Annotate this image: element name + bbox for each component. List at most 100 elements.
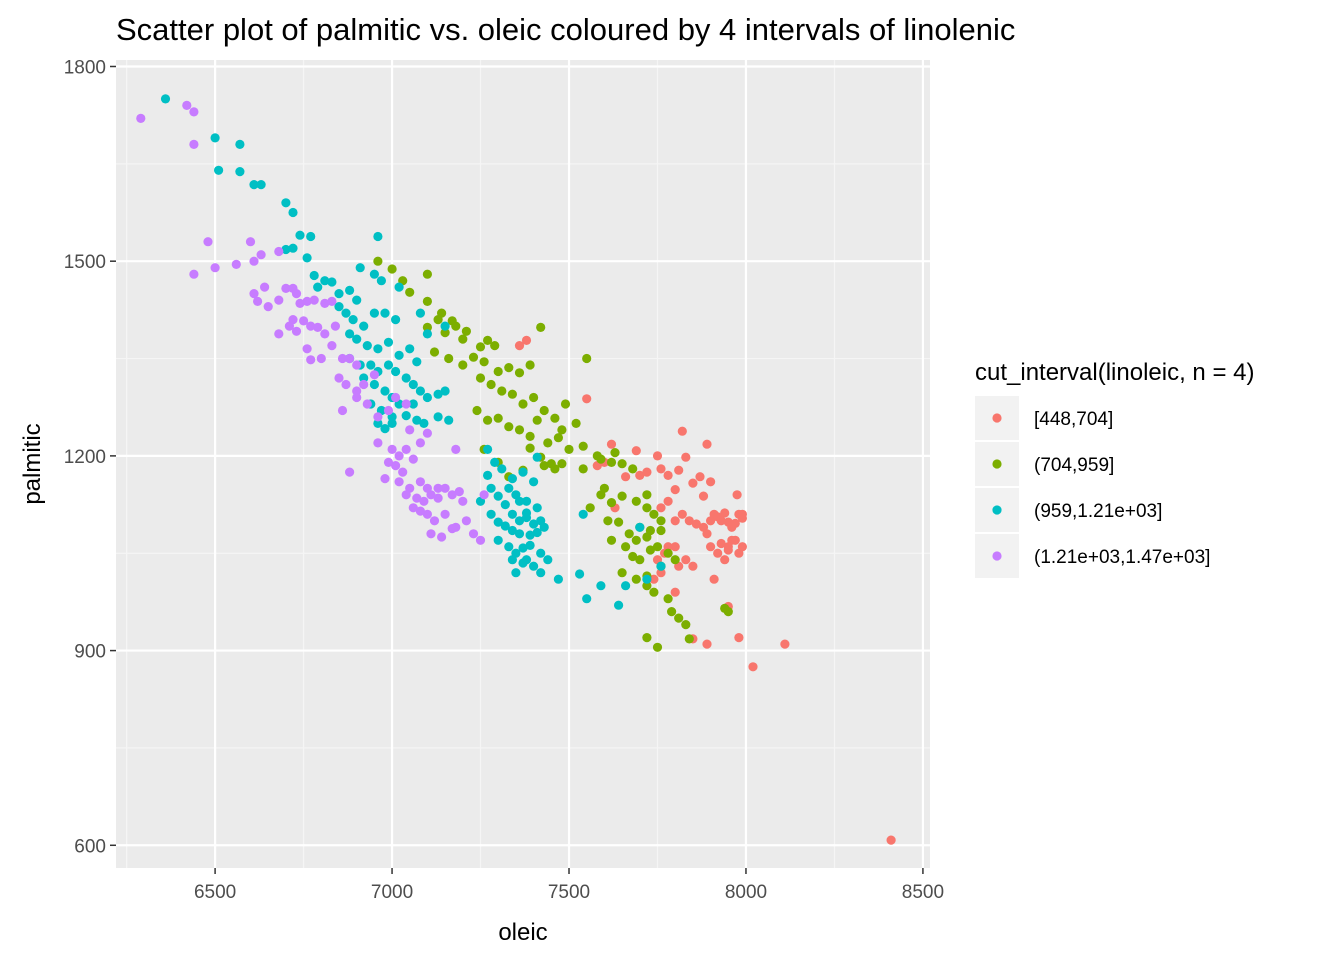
data-point — [373, 256, 383, 266]
data-point — [345, 353, 355, 364]
legend-key-point — [992, 505, 1002, 515]
plot-panel — [116, 60, 930, 868]
data-point — [352, 386, 362, 396]
data-point — [472, 405, 482, 416]
data-point — [493, 517, 503, 527]
data-point — [440, 328, 450, 338]
data-point — [539, 405, 549, 416]
data-point — [249, 180, 259, 190]
data-point — [295, 298, 305, 308]
data-point — [419, 418, 429, 428]
y-tick-label: 1800 — [64, 57, 106, 78]
data-point — [451, 444, 461, 454]
data-point — [337, 353, 348, 364]
data-point — [631, 535, 641, 545]
data-point — [617, 459, 627, 469]
data-point — [295, 230, 305, 240]
data-point — [706, 477, 716, 487]
data-point — [688, 478, 698, 488]
data-point — [557, 425, 567, 435]
data-point — [688, 561, 698, 571]
data-point — [557, 459, 567, 469]
data-point — [274, 246, 284, 257]
data-point — [732, 490, 742, 500]
data-point — [341, 379, 351, 390]
data-point — [663, 542, 673, 552]
data-point — [422, 269, 432, 279]
data-point — [514, 425, 525, 435]
data-point — [210, 133, 220, 143]
data-point — [582, 594, 592, 604]
data-point — [507, 389, 517, 399]
data-point — [231, 259, 241, 269]
x-axis: 6500 7000 7500 8000 8500 — [194, 868, 944, 903]
data-point — [596, 490, 606, 500]
data-point — [571, 418, 581, 428]
data-point — [706, 542, 716, 552]
data-point — [681, 555, 691, 565]
data-point — [330, 321, 340, 331]
data-point — [737, 542, 748, 552]
legend-keys: [448,704] (704,959] (959,1.21e+03] (1.21e+0… — [975, 396, 1210, 578]
data-point — [327, 277, 337, 287]
data-point — [748, 662, 758, 672]
data-point — [642, 467, 652, 477]
data-point — [670, 587, 680, 597]
data-point — [256, 180, 266, 190]
data-point — [635, 555, 645, 565]
data-point — [309, 295, 319, 305]
data-point — [387, 444, 397, 454]
data-point — [702, 639, 712, 649]
data-point — [518, 399, 528, 409]
data-point — [334, 302, 344, 312]
data-point — [359, 321, 369, 331]
data-point — [514, 529, 525, 539]
data-point — [288, 207, 298, 218]
data-point — [440, 386, 450, 396]
data-point — [493, 366, 503, 377]
data-point — [596, 581, 606, 591]
data-point — [429, 516, 440, 526]
data-point — [529, 477, 539, 487]
data-point — [334, 289, 344, 299]
data-point — [380, 386, 390, 396]
data-point — [203, 237, 213, 247]
data-point — [422, 322, 432, 332]
data-point — [483, 444, 493, 454]
data-point — [543, 555, 553, 565]
data-point — [596, 454, 606, 464]
data-point — [529, 561, 539, 571]
data-point — [504, 363, 514, 373]
data-point — [603, 516, 613, 526]
data-point — [479, 490, 489, 500]
data-point — [468, 352, 479, 362]
data-point — [260, 282, 270, 292]
data-point — [320, 329, 330, 339]
data-point — [514, 496, 525, 506]
data-point — [521, 555, 532, 565]
data-point — [306, 231, 316, 242]
data-point — [656, 561, 666, 571]
legend-label: (1.21e+03,1.47e+03] — [1034, 547, 1210, 568]
data-point — [408, 454, 418, 464]
data-point — [886, 835, 896, 845]
data-point — [677, 426, 687, 436]
data-point — [670, 542, 680, 552]
data-point — [401, 411, 411, 421]
data-point — [440, 509, 450, 519]
data-point — [525, 530, 535, 540]
data-point — [291, 326, 302, 336]
data-point — [422, 392, 432, 403]
data-point — [433, 389, 443, 399]
data-point — [274, 295, 284, 305]
data-point — [737, 509, 748, 519]
data-point — [617, 491, 627, 501]
x-axis-label: oleic — [498, 919, 547, 946]
data-point — [723, 545, 733, 555]
data-point — [532, 527, 542, 538]
data-point — [550, 413, 560, 423]
data-point — [387, 264, 397, 274]
data-point — [458, 334, 468, 344]
data-point — [716, 538, 726, 549]
data-point — [656, 516, 666, 526]
